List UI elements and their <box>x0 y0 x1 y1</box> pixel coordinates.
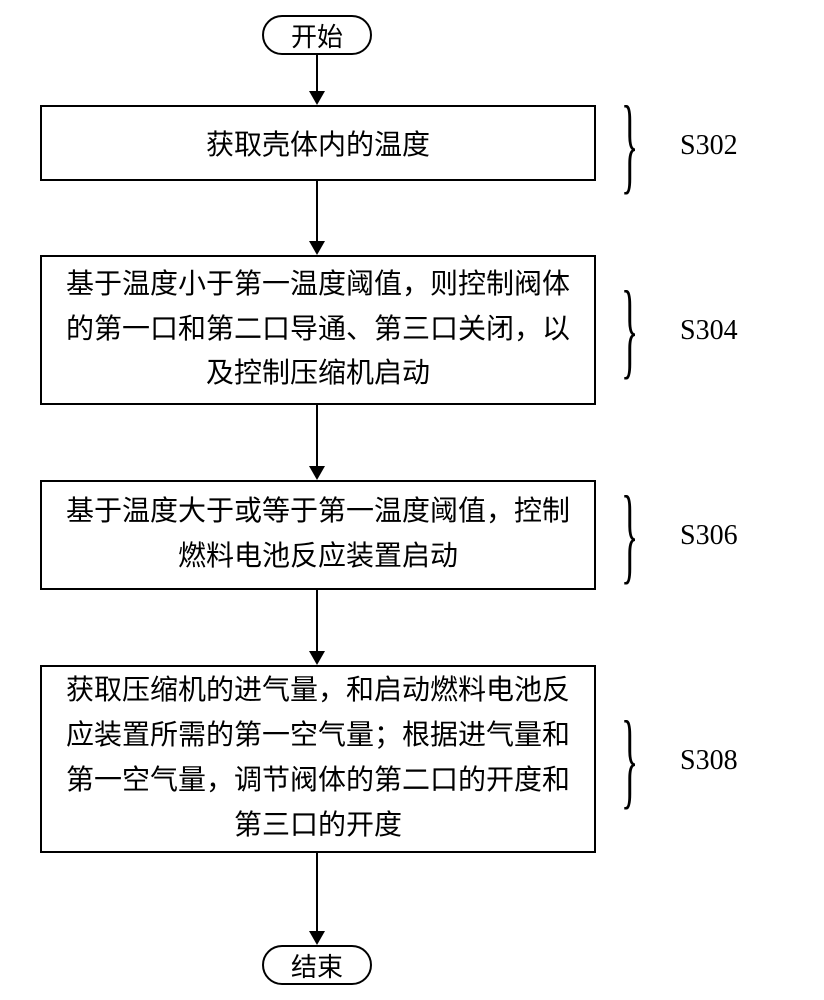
arrow-line-4 <box>316 590 318 653</box>
label-s302: S302 <box>680 130 738 162</box>
arrow-line-1 <box>316 55 318 93</box>
arrow-line-5 <box>316 853 318 933</box>
arrow-line-3 <box>316 405 318 468</box>
label-s304: S304 <box>680 315 738 347</box>
s304-text: 基于温度小于第一温度阈值，则控制阀体的第一口和第二口导通、第三口关闭，以及控制压… <box>62 263 574 397</box>
curly-s302: } <box>621 91 638 199</box>
arrow-head-5 <box>309 931 325 945</box>
process-s306: 基于温度大于或等于第一温度阈值，控制燃料电池反应装置启动 <box>40 480 596 590</box>
curly-s304: } <box>621 276 638 384</box>
end-text: 结束 <box>291 947 343 984</box>
process-s304: 基于温度小于第一温度阈值，则控制阀体的第一口和第二口导通、第三口关闭，以及控制压… <box>40 255 596 405</box>
label-s308: S308 <box>680 745 738 777</box>
process-s308: 获取压缩机的进气量，和启动燃料电池反应装置所需的第一空气量；根据进气量和第一空气… <box>40 665 596 853</box>
curly-s308: } <box>621 706 638 814</box>
arrow-head-1 <box>309 91 325 105</box>
arrow-line-2 <box>316 181 318 243</box>
arrow-head-2 <box>309 241 325 255</box>
s308-text: 获取压缩机的进气量，和启动燃料电池反应装置所需的第一空气量；根据进气量和第一空气… <box>62 669 574 848</box>
arrow-head-3 <box>309 466 325 480</box>
curly-s306: } <box>621 481 638 589</box>
s306-text: 基于温度大于或等于第一温度阈值，控制燃料电池反应装置启动 <box>62 490 574 580</box>
start-terminal: 开始 <box>262 15 372 55</box>
label-s306: S306 <box>680 520 738 552</box>
flowchart-container: 开始 获取壳体内的温度 } S302 基于温度小于第一温度阈值，则控制阀体的第一… <box>0 0 824 1000</box>
start-text: 开始 <box>291 17 343 54</box>
end-terminal: 结束 <box>262 945 372 985</box>
process-s302: 获取壳体内的温度 <box>40 105 596 181</box>
arrow-head-4 <box>309 651 325 665</box>
s302-text: 获取壳体内的温度 <box>206 123 430 163</box>
